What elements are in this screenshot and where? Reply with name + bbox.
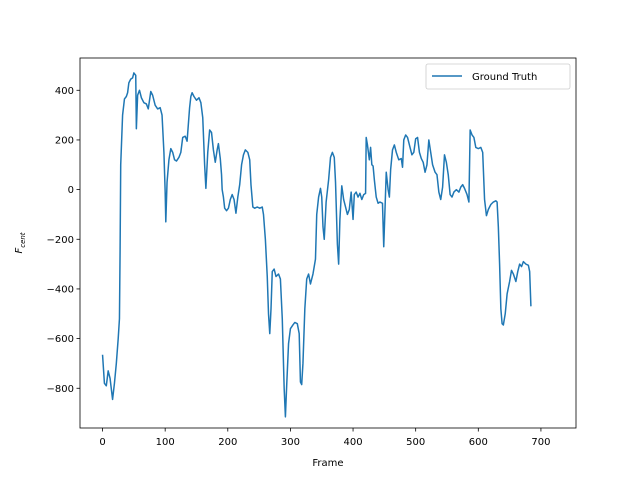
legend: Ground Truth	[425, 63, 571, 90]
y-tick-label: 0	[68, 185, 74, 196]
x-tick-label: 300	[281, 437, 300, 448]
y-tick-label: 400	[55, 86, 74, 97]
y-tick-label: −800	[47, 384, 74, 395]
y-tick-label: −600	[47, 334, 74, 345]
y-axis-label-base: F	[14, 248, 25, 254]
x-tick-label: 200	[218, 437, 237, 448]
x-tick-label: 700	[531, 437, 550, 448]
y-axis: −800 −600 −400 −200 0 200 400	[47, 86, 80, 395]
x-tick-label: 100	[156, 437, 175, 448]
x-tick-label: 500	[406, 437, 425, 448]
x-axis: 0 100 200 300 400 500 600 700	[99, 428, 550, 448]
x-tick-label: 400	[344, 437, 363, 448]
legend-box	[425, 63, 571, 90]
y-axis-label: Fcent	[14, 232, 27, 253]
y-tick-label: −200	[47, 235, 74, 246]
x-tick-label: 600	[469, 437, 488, 448]
x-tick-label: 0	[99, 437, 105, 448]
legend-entry-ground-truth: Ground Truth	[472, 72, 537, 83]
x-axis-label: Frame	[312, 458, 343, 469]
series-line-ground-truth	[101, 72, 532, 418]
y-tick-label: 200	[55, 135, 74, 146]
plot-frame	[79, 57, 577, 429]
plot-content	[101, 72, 532, 418]
y-tick-label: −400	[47, 284, 74, 295]
y-axis-label-subscript: cent	[19, 232, 27, 248]
